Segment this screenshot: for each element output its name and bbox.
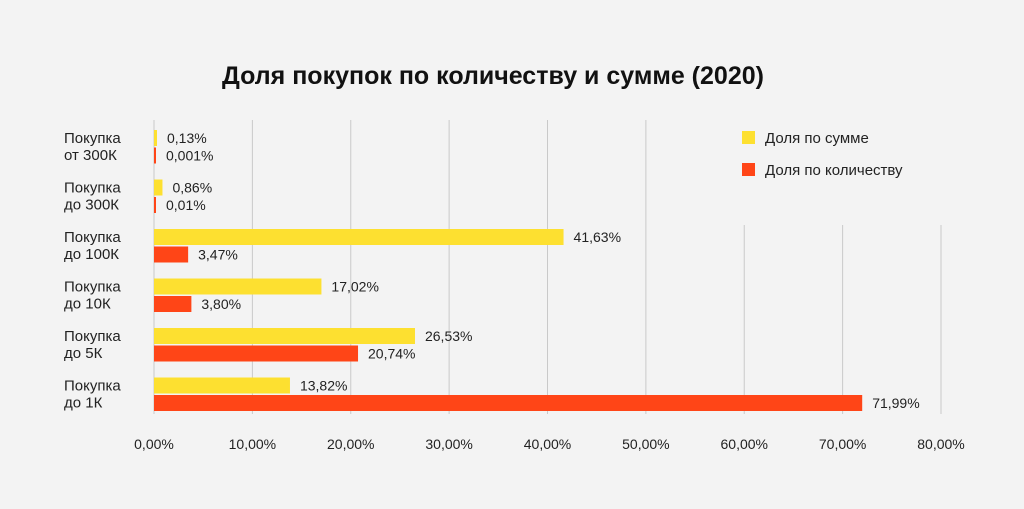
legend-swatch: [742, 163, 755, 176]
bar: [154, 328, 415, 344]
bar: [154, 179, 163, 196]
data-label: 3,80%: [201, 296, 241, 312]
data-label: 3,47%: [198, 247, 238, 263]
bar: [154, 278, 322, 295]
bar: [154, 229, 564, 245]
x-tick-label: 60,00%: [721, 436, 768, 452]
bar: [154, 345, 359, 362]
legend-label: Доля по сумме: [765, 130, 869, 147]
x-tick-label: 20,00%: [327, 436, 374, 452]
category-label: Покупка до 100К: [64, 229, 121, 263]
x-tick-label: 80,00%: [917, 436, 964, 452]
bar: [154, 246, 189, 263]
data-label: 17,02%: [331, 279, 378, 295]
x-tick-label: 30,00%: [425, 436, 472, 452]
legend-swatch: [742, 131, 755, 144]
data-label: 13,82%: [300, 378, 347, 394]
x-tick-label: 10,00%: [229, 436, 276, 452]
bar: [154, 395, 863, 411]
data-label: 71,99%: [872, 395, 919, 411]
category-label: Покупка до 1К: [64, 377, 121, 411]
bar: [154, 147, 156, 164]
x-tick-label: 70,00%: [819, 436, 866, 452]
data-label: 41,63%: [574, 229, 621, 245]
data-label: 0,86%: [172, 180, 212, 196]
bar: [154, 130, 157, 146]
data-label: 0,001%: [166, 148, 213, 164]
category-label: Покупка до 5К: [64, 328, 121, 362]
category-label: Покупка от 300К: [64, 130, 121, 164]
x-tick-label: 50,00%: [622, 436, 669, 452]
data-label: 26,53%: [425, 328, 472, 344]
x-tick-label: 0,00%: [134, 436, 174, 452]
data-label: 20,74%: [368, 346, 415, 362]
chart-title: Доля покупок по количеству и сумме (2020…: [222, 62, 764, 90]
bar: [154, 377, 290, 394]
bar: [154, 197, 156, 213]
bar: [154, 296, 192, 312]
category-label: Покупка до 10К: [64, 278, 121, 312]
legend-label: Доля по количеству: [765, 162, 903, 179]
category-label: Покупка до 300К: [64, 179, 121, 213]
data-label: 0,13%: [167, 130, 207, 146]
x-tick-label: 40,00%: [524, 436, 571, 452]
data-label: 0,01%: [166, 197, 206, 213]
